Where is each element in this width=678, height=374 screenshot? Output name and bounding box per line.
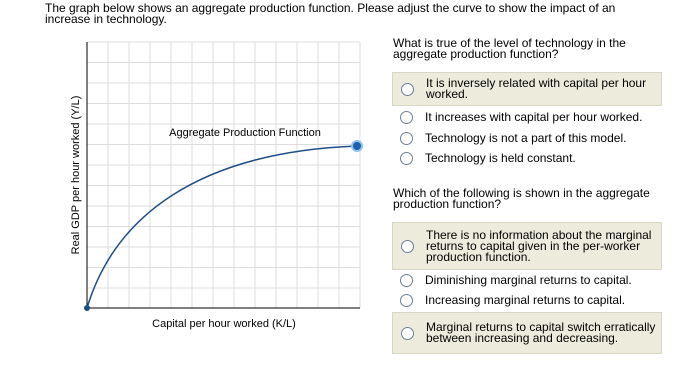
option-text: Technology is not a part of this model.: [425, 130, 627, 145]
option-text: Increasing marginal returns to capital.: [425, 292, 626, 307]
radio-button[interactable]: [400, 293, 413, 307]
answer-option[interactable]: Technology is held constant.: [392, 148, 662, 168]
x-axis-label: Capital per hour worked (K/L): [152, 318, 296, 330]
answer-option[interactable]: Marginal returns to capital switch errat…: [392, 312, 662, 354]
curve-label: Aggregate Production Function: [169, 127, 321, 139]
option-text: It is inversely related with capital per…: [426, 76, 647, 101]
instruction: The graph below shows an aggregate produ…: [45, 1, 616, 26]
graph: Aggregate Production Function Capital pe…: [70, 41, 363, 330]
option-text: Technology is held constant.: [425, 150, 576, 165]
answer-option[interactable]: Technology is not a part of this model.: [392, 128, 662, 148]
question-prompt: Which of the following is shown in the a…: [393, 186, 650, 211]
answer-option[interactable]: It increases with capital per hour worke…: [392, 107, 662, 127]
radio-button[interactable]: [400, 110, 413, 124]
answer-option[interactable]: There is no information about the margin…: [392, 222, 662, 270]
answer-option[interactable]: It is inversely related with capital per…: [392, 72, 662, 106]
option-text: It increases with capital per hour worke…: [425, 109, 643, 124]
radio-button[interactable]: [401, 326, 414, 340]
question-prompt: What is true of the level of technology …: [393, 36, 626, 61]
radio-button[interactable]: [400, 273, 413, 287]
grid: [87, 41, 361, 308]
option-text: Marginal returns to capital switch errat…: [426, 320, 656, 345]
radio-button[interactable]: [401, 239, 414, 253]
answer-option[interactable]: Diminishing marginal returns to capital.: [392, 270, 662, 290]
radio-button[interactable]: [401, 82, 414, 96]
radio-button[interactable]: [400, 151, 413, 165]
option-text: There is no information about the margin…: [426, 227, 652, 264]
y-axis-label: Real GDP per hour worked (Y/L): [70, 96, 82, 255]
option-text: Diminishing marginal returns to capital.: [425, 272, 632, 287]
curve-handle[interactable]: [351, 140, 363, 152]
curve[interactable]: [86, 145, 358, 309]
answer-option[interactable]: Increasing marginal returns to capital.: [392, 290, 662, 310]
curve-start: [84, 305, 90, 311]
radio-button[interactable]: [400, 131, 413, 145]
